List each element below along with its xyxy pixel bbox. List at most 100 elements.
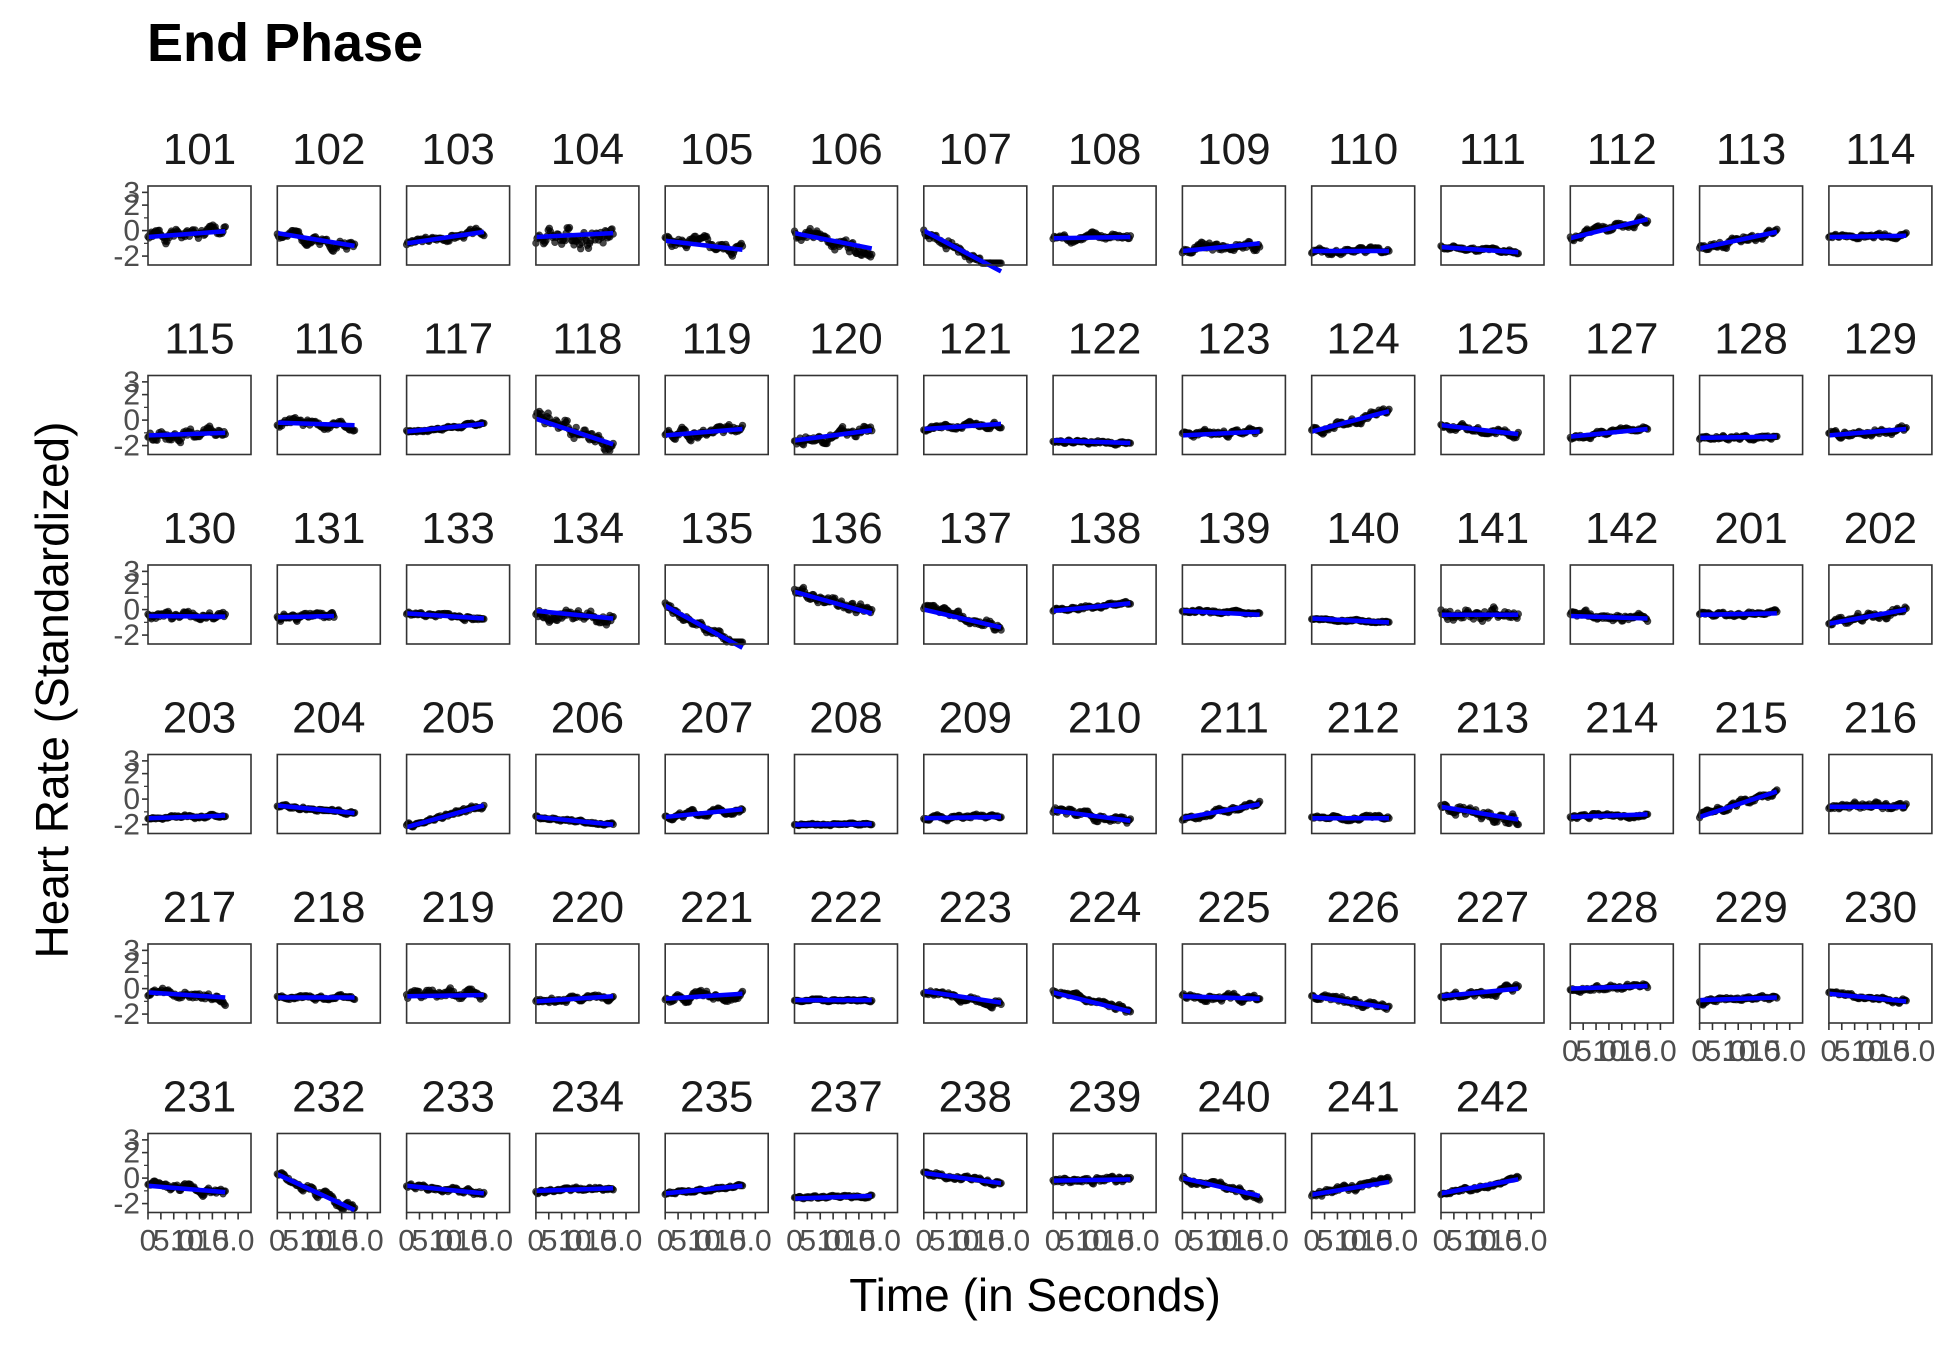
data-point: [563, 417, 571, 425]
panel-border: [1698, 185, 1804, 266]
facet-panel-205: 205: [402, 694, 511, 835]
y-tick-label: 3: [123, 176, 140, 209]
facet-label: 122: [1068, 315, 1141, 364]
facet-label: 216: [1844, 694, 1917, 743]
panel-border: [1828, 374, 1933, 456]
facet-panel-134: 134: [532, 504, 640, 645]
panel-border: [1828, 753, 1933, 835]
facet-panel-212: 212: [1307, 694, 1416, 835]
panel-border: [276, 564, 382, 645]
trend-line: [1570, 613, 1648, 621]
trend-line: [276, 230, 355, 249]
facet-panel-141: 141: [1437, 504, 1545, 645]
panel-border: [405, 185, 511, 266]
facet-panel-223: 223: [920, 883, 1028, 1024]
facet-label: 115: [164, 315, 234, 364]
panel-border: [1440, 374, 1545, 456]
trend-line: [1828, 233, 1907, 240]
data-point: [1514, 820, 1523, 829]
trend-line: [1182, 993, 1260, 1002]
facet-panel-114: 114: [1825, 125, 1933, 266]
facet-panel-211: 211: [1178, 694, 1287, 835]
facet-panel-208: 208: [790, 694, 899, 835]
facet-label: 127: [1585, 315, 1658, 364]
trend-line: [1311, 409, 1390, 434]
trend-line: [147, 990, 226, 1000]
trend-line: [923, 814, 1002, 821]
facet-panel-207: 207: [661, 694, 770, 835]
panel-border: [1569, 564, 1675, 645]
facet-label: 205: [421, 694, 494, 743]
facet-label: 130: [163, 504, 236, 553]
facet-label: 219: [421, 883, 494, 932]
panel-border: [276, 185, 382, 266]
facet-label: 105: [680, 125, 753, 174]
facet-label: 120: [809, 315, 882, 364]
data-point: [565, 223, 574, 232]
facet-panel-104: 104: [532, 125, 640, 266]
facet-label: 206: [551, 694, 624, 743]
trend-line: [535, 230, 614, 240]
facet-label: 110: [1328, 125, 1398, 174]
facet-panel-106: 106: [790, 125, 899, 266]
panel-border: [147, 374, 252, 456]
facet-label: 133: [421, 504, 494, 553]
y-tick-label: 2: [123, 189, 140, 222]
facet-panel-140: 140: [1307, 504, 1416, 645]
facet-panel-222: 222: [790, 883, 899, 1024]
facet-panel-137: 137: [920, 504, 1028, 645]
facet-panel-224: 224: [1049, 883, 1157, 1024]
facet-label: 218: [292, 883, 365, 932]
panel-border: [405, 564, 511, 645]
facet-label: 140: [1326, 504, 1399, 553]
facet-panel-219: 219: [402, 883, 511, 1024]
facet-label: 118: [552, 315, 622, 364]
panel-border: [1052, 185, 1157, 266]
facet-label: 135: [680, 504, 753, 553]
data-point: [221, 223, 230, 231]
data-point: [221, 1001, 230, 1010]
facet-panel-133: 133: [402, 504, 511, 645]
facet-panel-119: 119: [661, 315, 770, 456]
data-point: [576, 245, 585, 253]
facet-panel-225: 225: [1178, 883, 1287, 1024]
panel-border: [147, 943, 252, 1024]
trend-line: [405, 803, 485, 830]
facet-label: 138: [1068, 504, 1141, 553]
trend-line: [277, 420, 355, 428]
facet-panel-108: 108: [1049, 125, 1157, 266]
facet-panel-135: 135: [661, 504, 770, 650]
facet-label: 114: [1845, 125, 1915, 174]
facet-label: 101: [163, 125, 236, 174]
facet-label: 214: [1585, 694, 1658, 743]
trend-line: [406, 229, 485, 246]
facet-panel-122: 122: [1049, 315, 1157, 456]
data-point: [350, 426, 359, 435]
trend-line: [1570, 812, 1648, 820]
facet-panel-123: 123: [1178, 315, 1287, 456]
facet-panel-102: 102: [273, 125, 382, 266]
facet-panel-131: 131: [273, 504, 382, 645]
facet-label: 224: [1068, 883, 1141, 932]
facet-panel-204: 204: [273, 694, 382, 835]
panel-border: [1828, 185, 1933, 266]
facet-label: 109: [1197, 125, 1270, 174]
data-point: [868, 250, 876, 259]
trend-line: [794, 821, 872, 827]
y-tick-label: 3: [123, 745, 140, 778]
chart-title: End Phase: [147, 13, 424, 73]
facet-panel-103: 103: [402, 125, 511, 266]
panel-border: [664, 753, 770, 835]
facet-panel-213: 213: [1437, 694, 1545, 835]
panel-border: [922, 753, 1028, 835]
facet-label: 227: [1456, 883, 1529, 932]
facet-panel-214: 214: [1566, 694, 1675, 835]
facet-label: 201: [1714, 504, 1787, 553]
facet-label: 121: [939, 315, 1012, 364]
facet-label: 108: [1068, 125, 1141, 174]
